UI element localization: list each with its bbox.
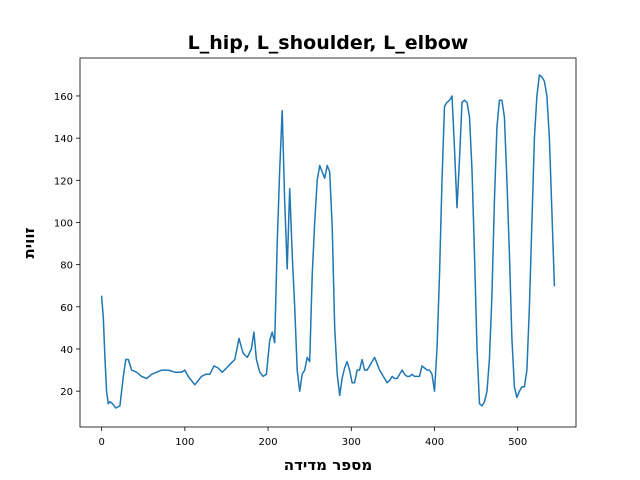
chart-title: L_hip, L_shoulder, L_elbow bbox=[188, 32, 469, 54]
x-tick-label: 200 bbox=[259, 437, 278, 448]
x-tick-label: 300 bbox=[342, 437, 361, 448]
plot-area-frame bbox=[79, 57, 577, 428]
y-tick-label: 80 bbox=[60, 261, 73, 272]
x-tick-label: 100 bbox=[175, 437, 194, 448]
ticks-layer: 0 100 200 300 400 500 20 40 60 80 100 120 140 160 bbox=[54, 92, 527, 448]
y-axis-label: זווית bbox=[20, 228, 38, 259]
y-tick-label: 120 bbox=[54, 176, 73, 187]
y-tick-label: 160 bbox=[54, 92, 73, 103]
y-tick-label: 20 bbox=[60, 387, 73, 398]
x-tick-label: 0 bbox=[98, 437, 104, 448]
y-tick-label: 40 bbox=[60, 345, 73, 356]
x-tick-label: 400 bbox=[425, 437, 444, 448]
x-tick-label: 500 bbox=[508, 437, 527, 448]
series-layer bbox=[100, 74, 556, 409]
x-axis-label: מספר מדידה bbox=[284, 456, 372, 474]
y-tick-label: 60 bbox=[60, 303, 73, 314]
y-tick-label: 100 bbox=[54, 218, 73, 229]
y-tick-label: 140 bbox=[54, 134, 73, 145]
series-line-0 bbox=[100, 74, 556, 409]
